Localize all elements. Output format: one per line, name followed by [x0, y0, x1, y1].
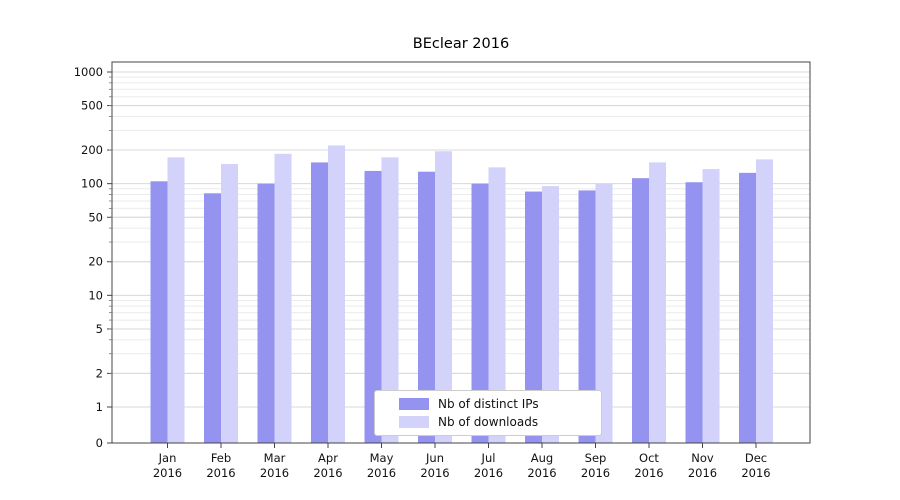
bar-distinct-ips-jan [150, 181, 168, 443]
bar-distinct-ips-sep [578, 190, 596, 443]
bar-downloads-apr [328, 145, 345, 443]
y-tick-label: 20 [88, 255, 103, 269]
bar-distinct-ips-oct [632, 178, 649, 443]
x-tick-label-year: 2016 [153, 466, 182, 480]
x-tick-label-month: Jun [425, 451, 444, 465]
x-tick-label-month: Oct [639, 451, 659, 465]
bar-distinct-ips-apr [311, 162, 328, 444]
x-tick-label-year: 2016 [420, 466, 449, 480]
x-tick-label-year: 2016 [367, 466, 396, 480]
x-tick-label-month: Feb [211, 451, 231, 465]
x-tick-label-year: 2016 [688, 466, 717, 480]
bar-downloads-dec [756, 159, 773, 443]
y-tick-label: 100 [81, 177, 103, 191]
bar-downloads-jun [435, 151, 452, 443]
y-tick-label: 5 [96, 322, 103, 336]
x-tick-label-year: 2016 [474, 466, 503, 480]
bar-distinct-ips-feb [204, 193, 221, 443]
bar-distinct-ips-mar [257, 183, 275, 443]
bar-downloads-feb [221, 163, 238, 443]
plot-border [111, 61, 811, 444]
x-tick-label-year: 2016 [741, 466, 770, 480]
bar-distinct-ips-jun [418, 171, 435, 443]
x-tick-label-month: Jul [481, 451, 496, 465]
bar-downloads-may [381, 157, 399, 444]
y-tick-label: 500 [81, 99, 103, 113]
x-tick-label-month: Apr [318, 451, 338, 465]
x-tick-label-year: 2016 [206, 466, 235, 480]
legend-label-distinct-ips: Nb of distinct IPs [438, 397, 539, 411]
legend-item-downloads: Nb of downloads [385, 415, 591, 429]
bar-downloads-jul [488, 167, 506, 443]
x-tick-label-year: 2016 [581, 466, 610, 480]
bar-distinct-ips-aug [525, 191, 542, 443]
x-tick-label-month: Nov [691, 451, 714, 465]
bar-downloads-mar [274, 153, 292, 443]
legend: Nb of distinct IPs Nb of downloads [374, 390, 602, 436]
y-tick-label: 2 [96, 366, 103, 380]
x-tick-label-month: Mar [264, 451, 286, 465]
x-tick-label-month: Sep [585, 451, 607, 465]
bar-downloads-nov [702, 169, 720, 443]
legend-swatch-downloads [399, 416, 429, 428]
bar-distinct-ips-nov [685, 182, 703, 443]
bar-downloads-sep [595, 183, 613, 443]
y-tick-label: 0 [96, 436, 103, 450]
x-tick-label-month: Dec [745, 451, 767, 465]
bar-distinct-ips-dec [739, 172, 756, 443]
x-tick-label-year: 2016 [634, 466, 663, 480]
x-tick-label-month: Jan [158, 451, 177, 465]
bar-downloads-jan [167, 157, 185, 444]
x-tick-label-month: May [370, 451, 394, 465]
y-tick-label: 200 [81, 143, 103, 157]
legend-swatch-distinct-ips [399, 398, 429, 410]
legend-item-distinct-ips: Nb of distinct IPs [385, 397, 591, 411]
x-tick-label-year: 2016 [260, 466, 289, 480]
bar-downloads-oct [649, 162, 666, 444]
legend-label-downloads: Nb of downloads [438, 415, 539, 429]
y-tick-label: 50 [88, 210, 103, 224]
chart-title: BEclear 2016 [412, 36, 510, 52]
bar-distinct-ips-may [364, 170, 382, 443]
y-tick-label: 1000 [74, 65, 103, 79]
x-tick-label-year: 2016 [527, 466, 556, 480]
bar-downloads-aug [542, 186, 559, 444]
y-tick-label: 1 [96, 400, 103, 414]
x-tick-label-year: 2016 [313, 466, 342, 480]
y-tick-label: 10 [88, 288, 103, 302]
bar-distinct-ips-jul [471, 183, 489, 443]
x-tick-label-month: Aug [531, 451, 553, 465]
